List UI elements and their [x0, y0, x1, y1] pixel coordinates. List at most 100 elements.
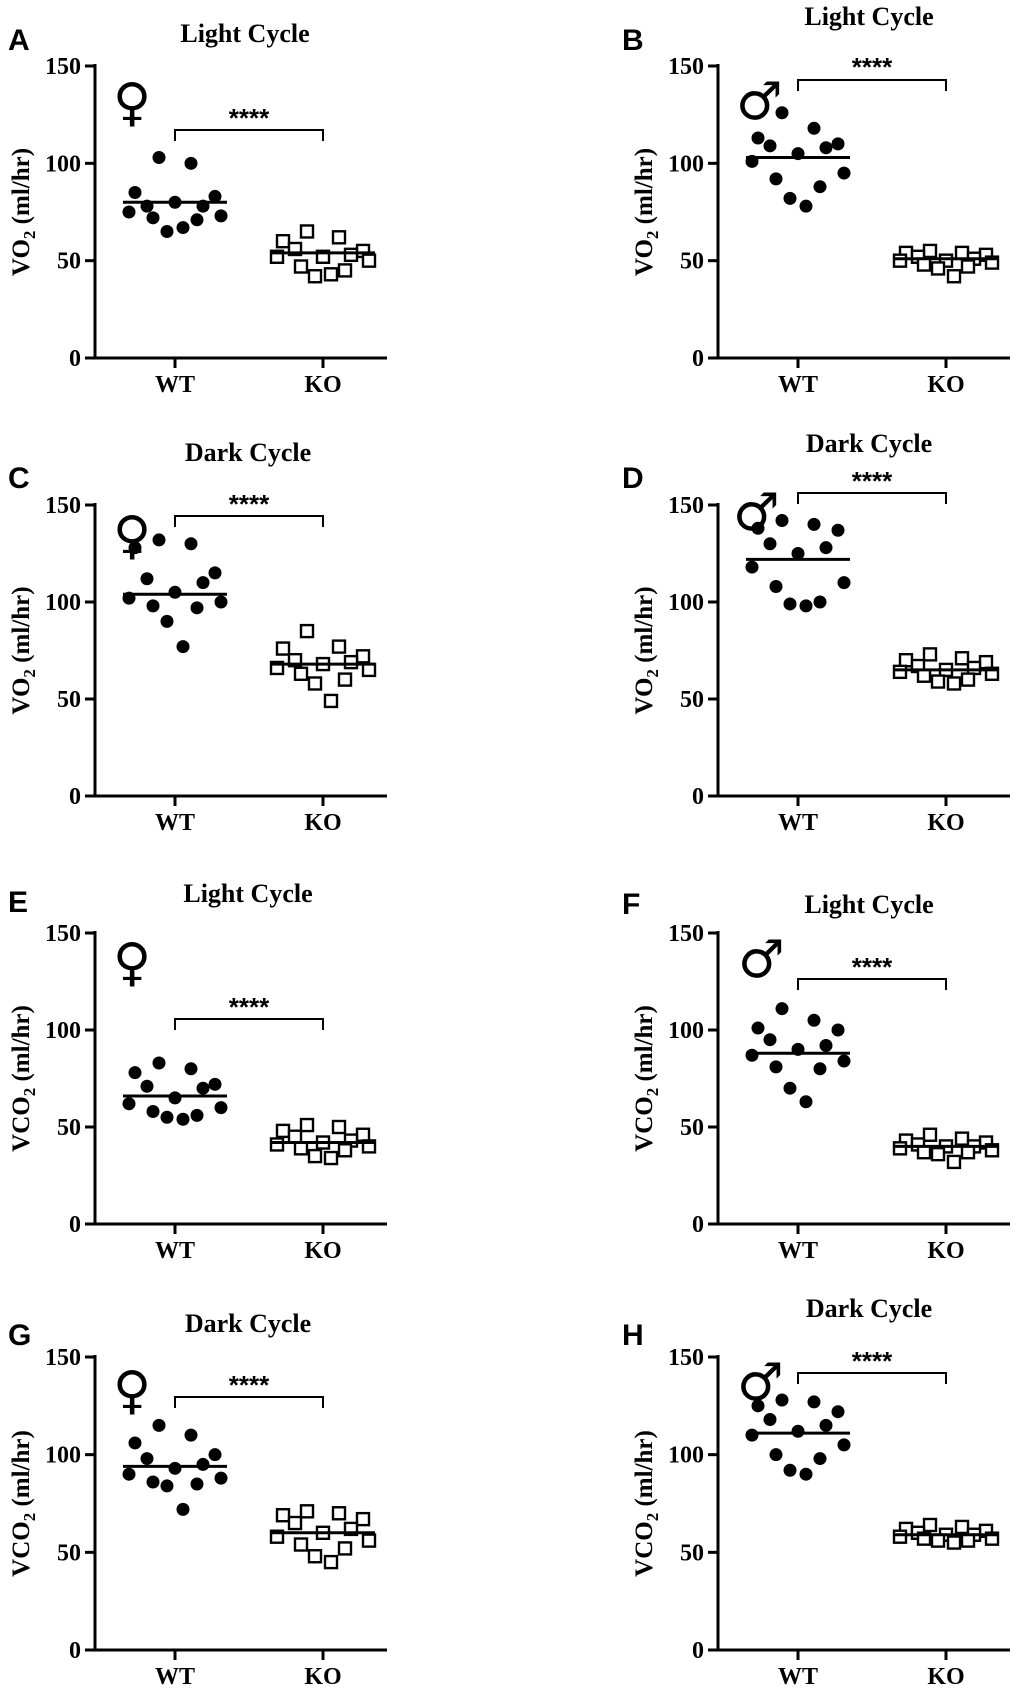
y-axis-label-main: VCO [8, 1521, 35, 1577]
data-point-wt [783, 1463, 797, 1477]
y-tick-label: 100 [668, 151, 704, 177]
y-axis-label-subscript: 2 [20, 1513, 39, 1522]
data-point-wt [813, 595, 827, 609]
data-point-ko [337, 1541, 353, 1556]
chart-title: Light Cycle [183, 879, 312, 908]
data-point-ko [299, 623, 315, 639]
data-point-ko [323, 1150, 339, 1166]
y-axis-label-unit: (ml/hr) [8, 148, 35, 231]
x-tick-label: KO [927, 1664, 964, 1688]
data-point-ko [355, 1511, 371, 1527]
data-point-wt [769, 1060, 783, 1074]
panel-letter: A [8, 24, 30, 57]
significance-bracket [174, 515, 324, 527]
y-axis-label-main: VCO [8, 1096, 35, 1152]
data-point-wt [807, 1395, 821, 1409]
significance-stars: **** [229, 992, 270, 1022]
data-point-ko [930, 261, 946, 276]
data-point-wt [799, 1467, 813, 1481]
data-point-ko [323, 267, 339, 282]
data-point-ko [293, 1141, 309, 1156]
data-point-wt [152, 1056, 166, 1070]
panel-letter: D [622, 462, 644, 495]
y-tick-label: 0 [692, 346, 704, 372]
data-point-wt [775, 514, 789, 528]
x-tick-label: KO [304, 1238, 341, 1264]
data-point-wt [176, 221, 190, 235]
data-point-wt [799, 199, 813, 213]
significance-bracket [797, 978, 947, 990]
data-point-ko [946, 676, 962, 691]
data-point-wt [140, 572, 154, 586]
y-tick-label: 50 [680, 1115, 704, 1141]
data-point-wt [807, 517, 821, 531]
y-tick-label: 0 [692, 1638, 704, 1664]
data-point-ko [960, 259, 976, 274]
y-tick-label: 50 [680, 249, 704, 275]
data-point-ko [930, 674, 946, 689]
significance-stars: **** [852, 466, 893, 496]
data-point-wt [196, 576, 210, 590]
data-point-ko [960, 1145, 976, 1160]
panel-letter: F [622, 888, 640, 921]
data-point-wt [831, 523, 845, 537]
y-axis-label-unit: (ml/hr) [631, 1430, 658, 1513]
panel-g: G Dark Cycle 0 50 100 150 WT KO VCO2 (ml/hr) ♀ ***… [8, 1309, 387, 1688]
data-point-wt [751, 1021, 765, 1035]
data-point-wt [214, 209, 228, 223]
y-tick-label: 50 [57, 1540, 81, 1566]
data-point-wt [146, 211, 160, 225]
data-point-ko [275, 641, 291, 656]
data-point-wt [184, 1062, 198, 1076]
data-point-wt [775, 1002, 789, 1016]
female-symbol-icon: ♀ [113, 506, 151, 566]
x-tick-label: KO [927, 372, 964, 398]
data-point-ko [946, 1535, 962, 1550]
data-point-ko [337, 263, 353, 278]
data-point-wt [813, 1062, 827, 1076]
significance-stars: **** [852, 1346, 893, 1376]
x-tick-label: KO [304, 1664, 341, 1688]
y-axis-label-unit: (ml/hr) [8, 1430, 35, 1513]
y-tick-label: 0 [69, 784, 81, 810]
y-tick-label: 100 [668, 1443, 704, 1469]
data-point-ko [331, 1119, 347, 1135]
y-tick-label: 0 [692, 1212, 704, 1238]
significance-bracket [797, 1372, 947, 1384]
data-point-ko [307, 1549, 323, 1564]
data-point-ko [307, 269, 323, 284]
data-point-wt [775, 1393, 789, 1407]
data-point-ko [269, 1137, 285, 1152]
data-point-wt [791, 1424, 805, 1438]
data-point-wt [122, 1097, 136, 1111]
data-point-wt [783, 191, 797, 205]
data-point-wt [813, 180, 827, 194]
data-point-wt [152, 150, 166, 164]
data-point-wt [140, 1079, 154, 1093]
data-point-wt [745, 1428, 759, 1442]
data-point-ko [337, 672, 353, 687]
data-point-ko [916, 257, 932, 272]
data-point-ko [343, 247, 359, 263]
data-point-ko [355, 649, 371, 664]
data-point-wt [783, 1081, 797, 1095]
y-axis-label: VO2 (ml/hr) [631, 586, 662, 714]
data-point-wt [122, 205, 136, 219]
significance-stars: **** [852, 952, 893, 982]
data-point-wt [168, 585, 182, 599]
female-symbol-icon: ♀ [113, 933, 151, 993]
data-point-wt [122, 1467, 136, 1481]
significance-stars: **** [852, 52, 893, 82]
data-point-ko [922, 243, 938, 259]
significance-bracket [797, 79, 947, 91]
data-point-ko [922, 647, 938, 662]
y-axis-label-unit: (ml/hr) [631, 148, 658, 231]
data-point-wt [763, 1413, 777, 1427]
y-axis-label: VCO2 (ml/hr) [631, 1005, 662, 1152]
data-point-ko [337, 1143, 353, 1158]
data-point-ko [930, 1146, 946, 1162]
data-point-ko [892, 253, 908, 268]
y-axis-label: VO2 (ml/hr) [631, 148, 662, 276]
panel-letter: C [8, 462, 30, 495]
